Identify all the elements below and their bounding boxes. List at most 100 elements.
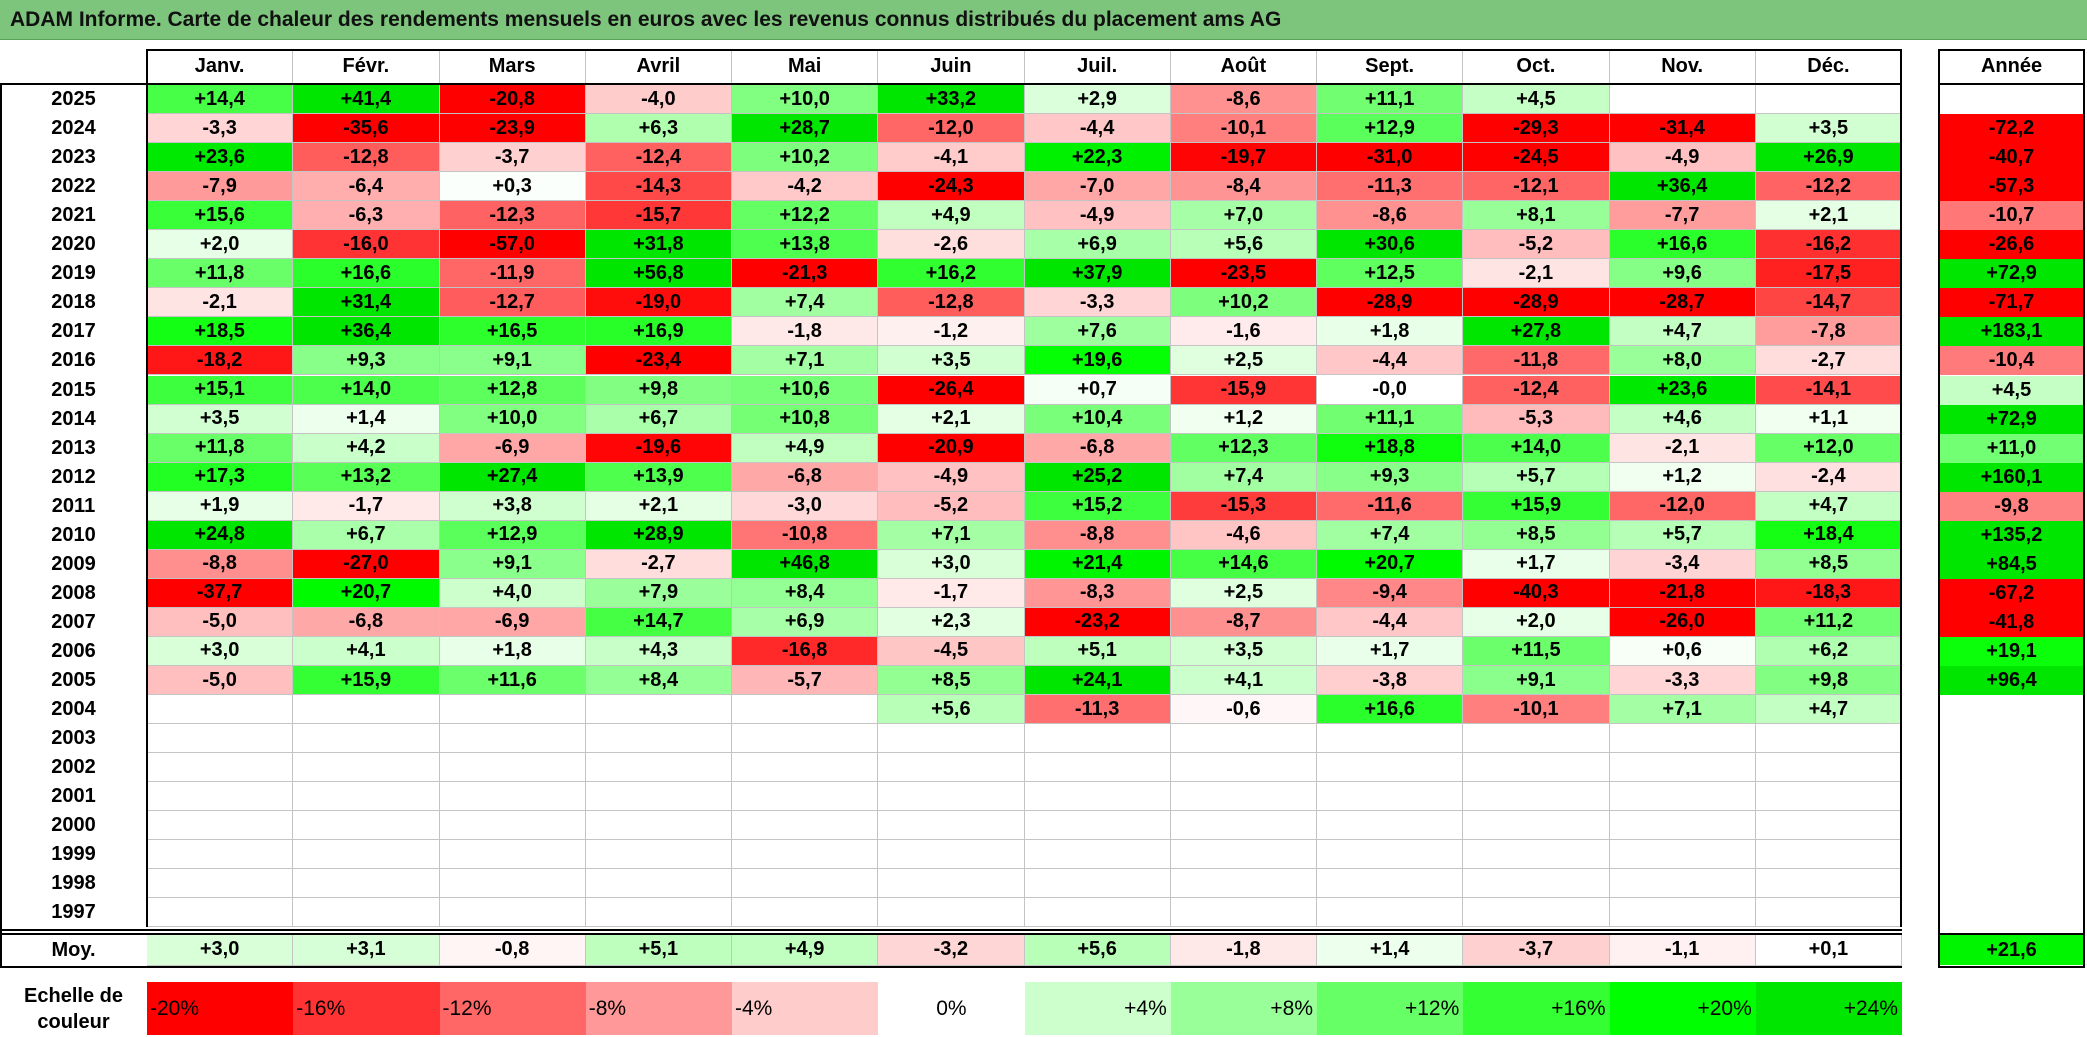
heatmap-cell [1463,898,1610,928]
heatmap-cell: -2,1 [1609,433,1756,463]
heatmap-cell: +9,3 [1317,462,1464,492]
heatmap-cell: +36,4 [293,317,440,347]
heatmap-cell: +7,1 [732,346,879,376]
heatmap-cell: -3,8 [1317,666,1464,696]
heatmap-cell [1755,898,1902,928]
heatmap-cell: +9,1 [439,346,586,376]
heatmap-cell [1317,811,1464,841]
heatmap-cell: +28,9 [585,520,732,550]
heatmap-cell [1463,782,1610,812]
average-top-line [0,933,1902,935]
year-label: 2003 [0,724,147,754]
heatmap-cell: -10,1 [1463,695,1610,725]
heatmap-cell: -8,8 [1024,520,1171,550]
heatmap-cell: +10,4 [1024,404,1171,434]
heatmap-cell: +7,9 [585,578,732,608]
heatmap-cell: +31,8 [585,230,732,260]
heatmap-cell: +1,8 [439,636,586,666]
heatmap-cell [293,840,440,870]
heatmap-cell: +3,8 [439,491,586,521]
heatmap-cell: +10,0 [732,85,879,115]
year-total-header: Année [1938,49,2085,84]
heatmap-cell [585,869,732,899]
year-label: 1997 [0,898,147,928]
heatmap-cell [732,840,879,870]
heatmap-cell: +5,7 [1463,462,1610,492]
heatmap-cell: +4,1 [1170,666,1317,696]
month-header: Sept. [1317,49,1464,84]
heatmap-cell: -15,9 [1170,375,1317,405]
heatmap-cell: +2,0 [1463,607,1610,637]
year-label: 2004 [0,695,147,725]
heatmap-cell: -14,7 [1755,288,1902,318]
heatmap-cell: +27,4 [439,462,586,492]
heatmap-cell [1755,724,1902,754]
heatmap-cell: +9,1 [1463,666,1610,696]
heatmap-cell [293,753,440,783]
heatmap-cell: -2,7 [1755,346,1902,376]
heatmap-cell: +12,8 [439,375,586,405]
heatmap-cell: +10,8 [732,404,879,434]
heatmap-cell: +3,0 [147,636,294,666]
heatmap-cell: +6,7 [293,520,440,550]
heatmap-cell: -12,4 [1463,375,1610,405]
heatmap-cell: -4,6 [1170,520,1317,550]
heatmap-cell: -6,8 [293,607,440,637]
heatmap-cell: +12,9 [1317,114,1464,144]
heatmap-cell: +11,1 [1317,85,1464,115]
heatmap-cell [878,869,1025,899]
heatmap-cell [147,724,294,754]
month-header: Juin [878,49,1025,84]
heatmap-cell: +12,3 [1170,433,1317,463]
heatmap-cell [439,695,586,725]
heatmap-cell [1170,782,1317,812]
heatmap-cell: +8,5 [878,666,1025,696]
heatmap-cell [1609,753,1756,783]
heatmap-cell [1317,724,1464,754]
heatmap-cell: +16,6 [1317,695,1464,725]
heatmap-cell [147,753,294,783]
heatmap-cell: +24,1 [1024,666,1171,696]
color-scale-step: +12% [1317,982,1464,1035]
average-cell: -1,8 [1170,934,1317,966]
heatmap-cell: +14,0 [1463,433,1610,463]
year-label: 2002 [0,753,147,783]
heatmap-cell [585,840,732,870]
heatmap-cell [293,811,440,841]
year-label: 2019 [0,259,147,289]
heatmap-cell [1609,811,1756,841]
year-label: 2000 [0,811,147,841]
heatmap-cell [1170,869,1317,899]
heatmap-cell: +2,0 [147,230,294,260]
annual-cell: -10,4 [1938,346,2085,376]
heatmap-cell: +16,2 [878,259,1025,289]
year-label: 2016 [0,346,147,376]
heatmap-cell [878,782,1025,812]
heatmap-cell: -23,9 [439,114,586,144]
heatmap-cell: +10,2 [732,143,879,173]
heatmap-cell: +3,0 [878,549,1025,579]
heatmap-cell: +17,3 [147,462,294,492]
heatmap-cell [1609,782,1756,812]
heatmap-cell: +14,6 [1170,549,1317,579]
annual-cell: -41,8 [1938,607,2085,637]
year-label: 2008 [0,578,147,608]
heatmap-cell: -4,0 [585,85,732,115]
heatmap-cell: -16,2 [1755,230,1902,260]
heatmap-cell: +15,9 [293,666,440,696]
heatmap-cell: +23,6 [147,143,294,173]
heatmap-cell: -6,3 [293,201,440,231]
heatmap-cell: +41,4 [293,85,440,115]
color-scale-step: -8% [585,982,732,1035]
heatmap-cell: -4,4 [1317,346,1464,376]
heatmap-cell: +15,6 [147,201,294,231]
heatmap-cell: -0,6 [1170,695,1317,725]
heatmap-cell: -12,1 [1463,172,1610,202]
heatmap-cell: +6,9 [1024,230,1171,260]
heatmap-cell [1170,898,1317,928]
heatmap-cell: -37,7 [147,578,294,608]
year-label: 2022 [0,172,147,202]
annual-cell: +135,2 [1938,520,2085,550]
heatmap-cell [1755,840,1902,870]
heatmap-cell: +2,5 [1170,578,1317,608]
